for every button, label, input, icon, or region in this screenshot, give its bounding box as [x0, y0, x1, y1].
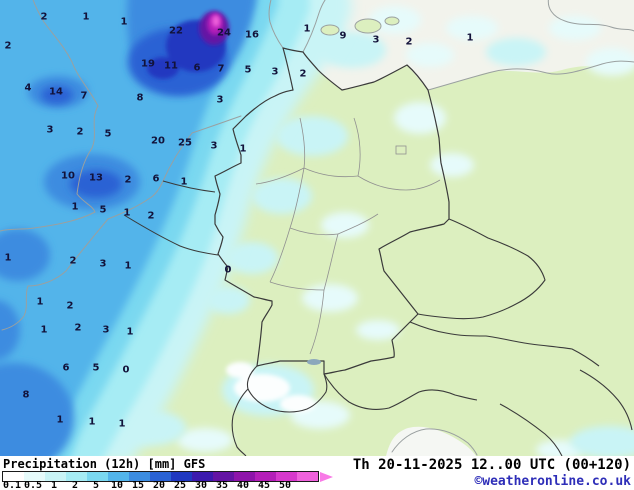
legend-tick-label: 50: [278, 480, 292, 490]
adriatic-sea: [386, 426, 476, 456]
precip-band-level4: [0, 0, 255, 456]
state-borders: [255, 117, 441, 355]
map-title: Precipitation (12h) [mm] GFS: [3, 457, 206, 471]
legend-color-segment: [255, 472, 276, 481]
legend-color-segment: [171, 472, 192, 481]
legend-color-segment: [192, 472, 213, 481]
country-borders-east: [231, 218, 633, 456]
legend-tick-label: 35: [215, 480, 229, 490]
legend-color-segment: [129, 472, 150, 481]
legend-tick-row: 0.1 0.5 1 2 5 10 15 20 25 30 35 40 45 50: [2, 480, 352, 490]
precipitation-map: [0, 0, 634, 456]
valid-datetime: Th 20-11-2025 12..00 UTC (00+120): [352, 457, 631, 473]
legend-tick-label: 0.5: [23, 480, 43, 490]
legend-color-scale: [2, 471, 319, 482]
legend-color-segment: [45, 472, 66, 481]
lake-constance: [307, 359, 321, 365]
precip-peak: [212, 15, 220, 27]
legend-color-segment: [87, 472, 108, 481]
benelux-borders: [123, 180, 219, 256]
legend-tick-label: 45: [257, 480, 271, 490]
legend-tick-label: 15: [131, 480, 145, 490]
copyright-text: ©weatheronline.co.uk: [474, 474, 631, 489]
legend-tick-label: 1: [50, 480, 58, 490]
legend-arrow-icon: [320, 471, 333, 482]
legend-color-segment: [108, 472, 129, 481]
legend-tick-label: 5: [92, 480, 100, 490]
legend-color-segment: [24, 472, 45, 481]
legend-tick-label: 2: [71, 480, 79, 490]
legend-tick-label: 0.1: [2, 480, 22, 490]
legend-color-segment: [150, 472, 171, 481]
legend-tick-label: 25: [173, 480, 187, 490]
legend-color-segment: [297, 472, 318, 481]
legend-color-segment: [276, 472, 297, 481]
coastlines: [0, 0, 634, 456]
danish-islands: [320, 16, 400, 36]
legend-footer: Precipitation (12h) [mm] GFS 0.1 0.5 1 2 5 10…: [0, 456, 634, 490]
legend-color-segment: [3, 472, 24, 481]
legend-tick-label: 10: [110, 480, 124, 490]
legend-tick-label: 40: [236, 480, 250, 490]
legend-tick-label: 20: [152, 480, 166, 490]
legend-tick-label: 30: [194, 480, 208, 490]
germany-border: [214, 47, 450, 375]
legend-bar: [2, 471, 333, 482]
legend-color-segment: [66, 472, 87, 481]
legend-color-segment: [234, 472, 255, 481]
legend-color-segment: [213, 472, 234, 481]
